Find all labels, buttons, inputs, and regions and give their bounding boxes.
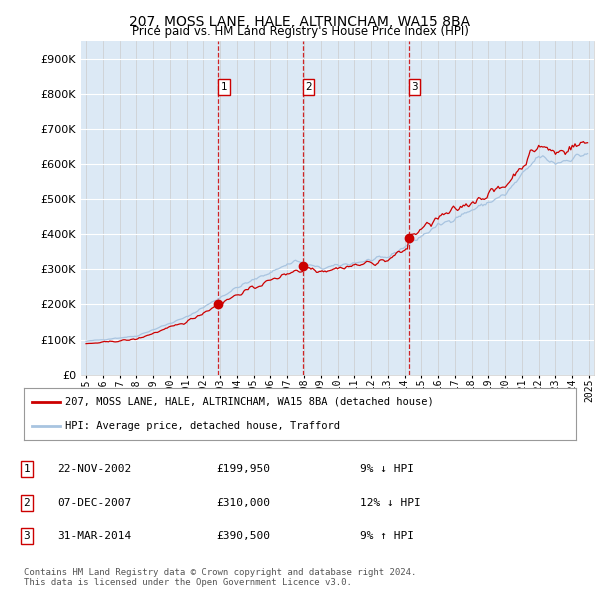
Text: 3: 3: [411, 82, 418, 92]
Text: Contains HM Land Registry data © Crown copyright and database right 2024.
This d: Contains HM Land Registry data © Crown c…: [24, 568, 416, 587]
Text: 1: 1: [221, 82, 227, 92]
Text: £390,500: £390,500: [216, 531, 270, 540]
Text: 3: 3: [23, 531, 31, 540]
Text: £310,000: £310,000: [216, 498, 270, 507]
Text: 12% ↓ HPI: 12% ↓ HPI: [360, 498, 421, 507]
Text: 31-MAR-2014: 31-MAR-2014: [57, 531, 131, 540]
Text: 1: 1: [23, 464, 31, 474]
Text: 07-DEC-2007: 07-DEC-2007: [57, 498, 131, 507]
Text: Price paid vs. HM Land Registry's House Price Index (HPI): Price paid vs. HM Land Registry's House …: [131, 25, 469, 38]
Text: HPI: Average price, detached house, Trafford: HPI: Average price, detached house, Traf…: [65, 421, 340, 431]
Text: £199,950: £199,950: [216, 464, 270, 474]
Text: 2: 2: [305, 82, 312, 92]
Text: 9% ↓ HPI: 9% ↓ HPI: [360, 464, 414, 474]
Text: 9% ↑ HPI: 9% ↑ HPI: [360, 531, 414, 540]
Text: 207, MOSS LANE, HALE, ALTRINCHAM, WA15 8BA (detached house): 207, MOSS LANE, HALE, ALTRINCHAM, WA15 8…: [65, 396, 434, 407]
Text: 207, MOSS LANE, HALE, ALTRINCHAM, WA15 8BA: 207, MOSS LANE, HALE, ALTRINCHAM, WA15 8…: [130, 15, 470, 29]
Text: 2: 2: [23, 498, 31, 507]
Text: 22-NOV-2002: 22-NOV-2002: [57, 464, 131, 474]
